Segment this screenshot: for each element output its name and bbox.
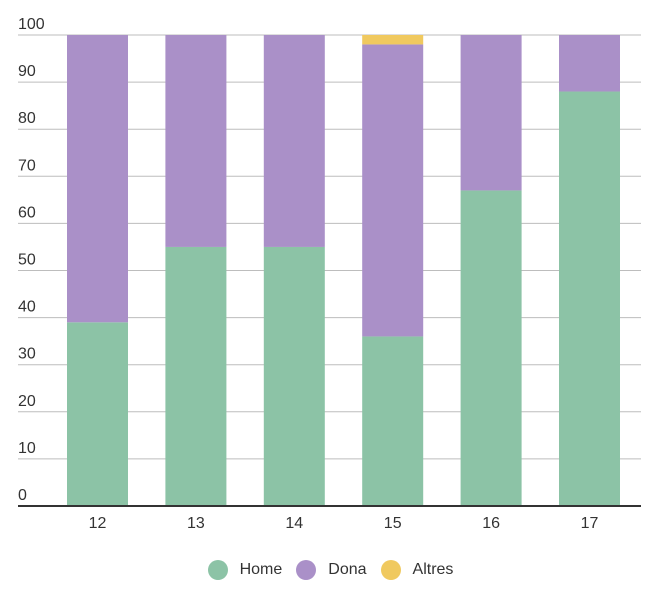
y-tick-label: 80 [18,110,36,127]
y-tick-label: 40 [18,299,36,316]
bar-home-13 [165,246,227,506]
legend-label-altres: Altres [412,561,454,578]
x-tick-label: 12 [89,515,107,532]
y-tick-label: 50 [18,252,36,269]
bar-home-16 [460,190,522,506]
legend-label-home: Home [239,561,283,578]
bar-dona-16 [460,35,522,191]
legend-item-dona: Dona [296,560,367,580]
bar-home-15 [362,336,424,506]
legend-swatch-altres [380,560,401,580]
x-tick-label: 17 [581,515,599,532]
bar-dona-12 [67,35,128,323]
y-tick-label: 100 [18,16,45,33]
legend-item-altres: Altres [380,560,454,580]
bar-home-17 [559,91,620,507]
y-tick-label: 0 [18,487,27,504]
bar-altres-15 [362,35,424,45]
x-tick-label: 15 [384,515,402,532]
y-tick-label: 30 [18,346,36,363]
stacked-bar-chart: 0 10 20 30 40 50 60 70 80 90 100 12 13 14 15 16 17 [18,16,641,532]
y-tick-label: 70 [18,157,36,174]
x-tick-label: 13 [187,515,205,532]
y-tick-label: 60 [18,204,36,221]
bars-group [67,35,620,507]
legend-item-home: Home [207,560,283,580]
bar-dona-17 [559,35,620,92]
y-tick-label: 90 [18,63,36,80]
x-tick-label: 14 [285,515,303,532]
legend-swatch-dona [296,560,317,580]
y-tick-label: 10 [18,440,36,457]
legend-swatch-home [207,560,228,580]
y-tick-label: 20 [18,393,36,410]
legend-label-dona: Dona [328,561,367,578]
y-axis-ticks: 0 10 20 30 40 50 60 70 80 90 100 [18,16,45,504]
bar-dona-13 [165,35,227,247]
bar-home-12 [67,322,128,506]
x-axis-ticks: 12 13 14 15 16 17 [89,515,599,532]
bar-home-14 [263,246,325,506]
legend: Home Dona Altres [0,560,661,580]
bar-dona-15 [362,44,424,337]
bar-dona-14 [263,35,325,247]
x-tick-label: 16 [482,515,500,532]
